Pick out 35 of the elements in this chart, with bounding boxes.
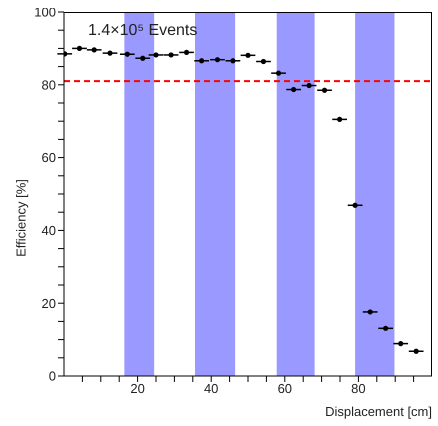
point <box>368 309 373 315</box>
annotation: 1.4×10⁵ Events <box>88 22 198 40</box>
point <box>337 116 342 122</box>
point <box>414 348 419 354</box>
point <box>276 70 282 76</box>
point <box>306 82 312 88</box>
point <box>184 50 190 56</box>
y-axis-title: Efficiency [%] <box>13 179 28 257</box>
point <box>260 58 266 64</box>
point <box>76 46 82 51</box>
point <box>245 52 251 58</box>
point <box>383 326 388 331</box>
y-tick-label: 20 <box>42 296 56 311</box>
point <box>230 58 236 64</box>
x-axis-title: Displacement [cm] <box>325 404 432 419</box>
point <box>199 58 204 64</box>
x-tick-label: 60 <box>278 381 292 396</box>
point <box>92 47 97 52</box>
point <box>291 86 296 92</box>
y-tick-label: 40 <box>42 223 56 238</box>
x-tick-label: 20 <box>130 381 145 396</box>
point <box>107 50 113 56</box>
point <box>124 52 130 57</box>
x-tick-label: 80 <box>351 381 366 396</box>
point <box>352 202 358 208</box>
point <box>153 52 159 58</box>
point <box>214 57 220 62</box>
x-tick-label: 40 <box>204 381 218 396</box>
point <box>322 88 328 93</box>
point <box>398 341 404 346</box>
point <box>140 56 146 61</box>
y-tick-label: 0 <box>48 368 56 384</box>
y-tick-label: 60 <box>42 150 56 166</box>
y-tick-label: 80 <box>42 77 56 92</box>
point <box>168 52 174 58</box>
